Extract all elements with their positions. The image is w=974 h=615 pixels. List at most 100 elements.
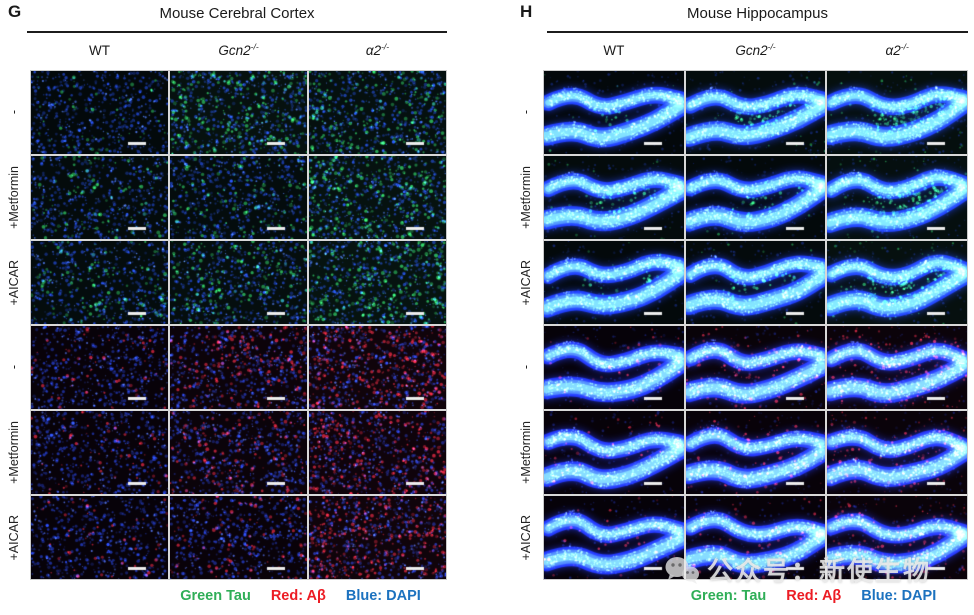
micrograph-image [544, 241, 684, 324]
micrograph-image [309, 241, 446, 324]
micrograph-image [544, 156, 684, 239]
micrograph-grid-cortex [30, 70, 447, 580]
micrograph-H-row4-col1 [544, 326, 684, 409]
micrograph-image [827, 326, 967, 409]
micrograph-G-row6-col2 [170, 496, 307, 579]
micrograph-H-row2-col3 [827, 156, 967, 239]
row-label-Metformin: +Metformin [519, 421, 533, 484]
micrograph-image [827, 411, 967, 494]
micrograph-G-row2-col3 [309, 156, 446, 239]
micrograph-H-row3-col3 [827, 241, 967, 324]
row-label-untreated: - [519, 365, 533, 370]
micrograph-image [685, 241, 826, 324]
micrograph-H-row5-col1 [544, 411, 684, 494]
micrograph-G-row4-col3 [309, 326, 446, 409]
micrograph-G-row6-col1 [31, 496, 168, 579]
micrograph-grid-hippocampus [543, 70, 968, 580]
micrograph-image [544, 496, 684, 579]
micrograph-image [31, 71, 168, 154]
micrograph-image [827, 496, 967, 579]
micrograph-image [309, 156, 446, 239]
micrograph-H-row5-col3 [827, 411, 967, 494]
micrograph-H-row6-col1 [544, 496, 684, 579]
micrograph-H-row2-col1 [544, 156, 684, 239]
micrograph-H-row1-col2 [685, 71, 826, 154]
micrograph-image [31, 241, 168, 324]
row-label-Metformin: +Metformin [519, 166, 533, 229]
row-label-Metformin: +Metformin [7, 166, 21, 229]
micrograph-G-row3-col3 [309, 241, 446, 324]
micrograph-image [685, 326, 826, 409]
micrograph-H-row3-col1 [544, 241, 684, 324]
legend-entry: Red: Aβ [786, 588, 842, 604]
micrograph-image [827, 156, 967, 239]
row-label-AICAR: +AICAR [519, 514, 533, 561]
micrograph-image [31, 496, 168, 579]
column-header-α2-/-: α2-/- [365, 41, 390, 58]
micrograph-G-row1-col3 [309, 71, 446, 154]
micrograph-image [170, 496, 307, 579]
micrograph-H-row4-col2 [685, 326, 826, 409]
micrograph-H-row6-col3 [827, 496, 967, 579]
column-header-WT: WT [89, 43, 110, 58]
legend-entry: Green: Tau [690, 588, 767, 604]
stain-legend-cortex: Green Tau Red: Aβ Blue: DAPI [92, 588, 509, 604]
micrograph-H-row4-col3 [827, 326, 967, 409]
legend-entry: Blue: DAPI [861, 588, 937, 604]
row-label-Metformin: +Metformin [7, 421, 21, 484]
title-underline [547, 31, 968, 33]
micrograph-image [544, 411, 684, 494]
micrograph-G-row1-col1 [31, 71, 168, 154]
micrograph-G-row3-col1 [31, 241, 168, 324]
micrograph-G-row6-col3 [309, 496, 446, 579]
column-headers-hippocampus: WT Gcn2-/- α2-/- [543, 40, 968, 58]
micrograph-image [309, 496, 446, 579]
micrograph-image [685, 156, 826, 239]
column-header-Gcn2-/-: Gcn2-/- [735, 41, 776, 58]
micrograph-image [31, 326, 168, 409]
legend-entry: Green Tau [180, 588, 251, 604]
micrograph-G-row4-col1 [31, 326, 168, 409]
micrograph-image [544, 71, 684, 154]
micrograph-image [827, 241, 967, 324]
micrograph-image [170, 156, 307, 239]
micrograph-image [309, 411, 446, 494]
row-label-AICAR: +AICAR [519, 259, 533, 306]
micrograph-H-row3-col2 [685, 241, 826, 324]
row-label-untreated: - [7, 110, 21, 115]
row-labels-cortex: - +Metformin +AICAR - +Metformin +AICAR [1, 70, 27, 580]
micrograph-image [170, 71, 307, 154]
column-headers-cortex: WT Gcn2-/- α2-/- [30, 40, 447, 58]
micrograph-image [170, 326, 307, 409]
micrograph-image [827, 71, 967, 154]
legend-entry: Blue: DAPI [345, 588, 421, 604]
panel-letter-G: G [8, 2, 22, 21]
row-label-AICAR: +AICAR [7, 514, 21, 561]
row-label-untreated: - [519, 110, 533, 115]
micrograph-G-row2-col1 [31, 156, 168, 239]
legend-entry: Red: Aβ [270, 588, 326, 604]
column-header-α2-/-: α2-/- [885, 41, 909, 58]
micrograph-H-row6-col2 [685, 496, 826, 579]
micrograph-image [31, 156, 168, 239]
stain-legend-hippocampus: Green: Tau Red: Aβ Blue: DAPI [601, 588, 974, 604]
micrograph-G-row2-col2 [170, 156, 307, 239]
micrograph-H-row2-col2 [685, 156, 826, 239]
micrograph-image [544, 326, 684, 409]
micrograph-H-row5-col2 [685, 411, 826, 494]
title-underline [27, 31, 447, 33]
row-labels-hippocampus: - +Metformin +AICAR - +Metformin +AICAR [513, 70, 539, 580]
micrograph-G-row3-col2 [170, 241, 307, 324]
micrograph-image [309, 71, 446, 154]
micrograph-image [170, 411, 307, 494]
panel-title-cortex: Mouse Cerebral Cortex [159, 5, 315, 22]
micrograph-H-row1-col1 [544, 71, 684, 154]
micrograph-image [309, 326, 446, 409]
micrograph-G-row5-col2 [170, 411, 307, 494]
panel-letter-H: H [520, 2, 533, 21]
micrograph-G-row4-col2 [170, 326, 307, 409]
micrograph-image [685, 411, 826, 494]
micrograph-G-row5-col3 [309, 411, 446, 494]
micrograph-image [31, 411, 168, 494]
